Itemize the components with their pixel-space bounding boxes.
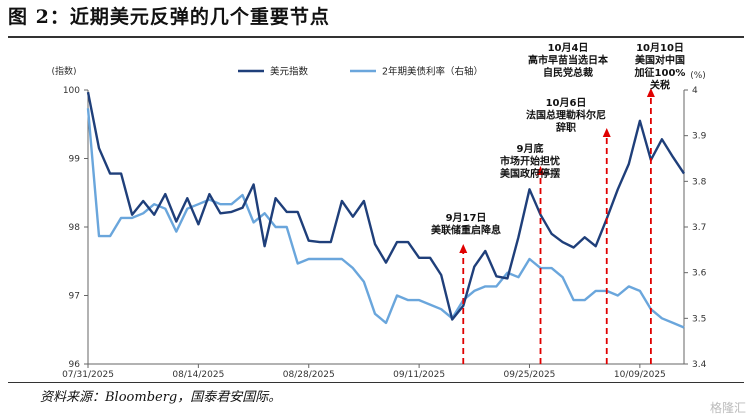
- y-right-tick-label: 4: [692, 86, 698, 96]
- y-right-tick-label: 3.8: [692, 177, 707, 187]
- annotation-text: 法国总理勒科尔尼: [526, 109, 606, 122]
- footer-divider: [8, 382, 744, 383]
- annotation-text: 9月17日: [446, 212, 487, 224]
- chart-canvas: 100 99 98 97 96 4 3.9 3.8 3.7 3.6 3.5 3.4 (指数) (%) 07/…: [51, 42, 707, 380]
- annotation-text: 9月底: [517, 142, 544, 155]
- annotation-text: 高市早苗当选日本: [528, 54, 609, 67]
- annotation-text: 美国对中国: [635, 54, 685, 67]
- y-right-tick-label: 3.6: [692, 269, 707, 279]
- annotation-text: 10月6日: [546, 97, 587, 109]
- x-tick-label: 10/09/2025: [614, 370, 666, 380]
- y-right-tick-label: 3.9: [692, 132, 707, 142]
- annotation-text: 市场开始担忧: [500, 155, 560, 168]
- y-left-tick-label: 98: [69, 223, 81, 233]
- annotation-text: 10月10日: [636, 42, 684, 54]
- x-tick-label: 08/14/2025: [172, 370, 224, 380]
- annotation-text: 加征100%: [634, 66, 686, 79]
- y-left-tick-label: 99: [69, 155, 81, 165]
- annotation-text: 10月4日: [548, 42, 589, 54]
- dxy-series-line: [86, 91, 685, 321]
- annotation-text: 关税: [650, 79, 670, 92]
- chart-title: 图 2：近期美元反弹的几个重要节点: [8, 6, 330, 28]
- annotation-text: 美国政府停摆: [500, 167, 560, 180]
- yield-series-line: [86, 108, 685, 329]
- annotation-text: 自民党总裁: [543, 66, 593, 79]
- y-right-tick-label: 3.5: [692, 314, 706, 324]
- y-left-tick-label: 96: [69, 360, 81, 370]
- y-right-tick-label: 3.7: [692, 223, 706, 233]
- annotation-text: 辞职: [556, 121, 576, 134]
- x-tick-label: 09/25/2025: [504, 370, 556, 380]
- x-tick-label: 07/31/2025: [62, 370, 114, 380]
- y-left-tick-label: 100: [63, 86, 80, 96]
- legend-label-dxy: 美元指数: [270, 66, 309, 78]
- watermark: 格隆汇: [709, 401, 746, 415]
- annotation-text: 美联储重启降息: [431, 224, 501, 237]
- y-right-unit-label: (%): [690, 71, 706, 81]
- title-divider: [8, 36, 744, 38]
- y-left-tick-label: 97: [69, 292, 80, 302]
- event-arrow-head: [602, 128, 611, 137]
- event-arrow-head: [536, 166, 545, 175]
- legend-label-yield: 2年期美债利率（右轴）: [382, 66, 483, 78]
- x-tick-label: 09/11/2025: [393, 370, 445, 380]
- y-right-tick-label: 3.4: [692, 360, 707, 370]
- source-note: 资料来源：Bloomberg，国泰君安国际。: [40, 390, 282, 405]
- y-left-unit-label: (指数): [51, 65, 76, 77]
- event-arrow-head: [646, 88, 655, 97]
- x-tick-label: 08/28/2025: [283, 370, 335, 380]
- event-arrow-head: [459, 244, 468, 253]
